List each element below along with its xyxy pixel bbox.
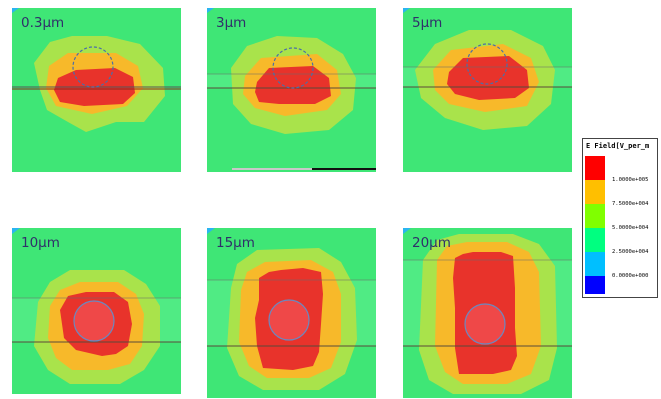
legend-value: 7.5000e+004 [612,201,649,207]
panel-label: 3μm [216,15,247,31]
field-plot [12,8,181,172]
legend-value: 0.0000e+000 [612,273,649,279]
legend-value: 1.0000e+005 [612,177,649,183]
legend-swatch-cyan [585,252,605,276]
legend-title: E Field[V_per_m [586,142,650,150]
panel-15um: 15μm [207,228,376,398]
panel-0-3um: 0.3μm [12,8,181,172]
panel-3um: 3μm [207,8,376,172]
panel-label: 20μm [412,235,451,251]
legend-swatch-red [585,156,605,180]
legend-value: 2.5000e+004 [612,249,649,255]
panel-20um: 20μm [403,228,572,398]
legend-swatch-blue [585,276,605,294]
scale-bar-light [232,168,312,170]
legend-value: 5.0000e+004 [612,225,649,231]
field-plot [207,228,376,398]
panel-10um: 10μm [12,228,181,394]
scale-bar [312,168,376,170]
panel-label: 5μm [412,15,443,31]
panel-label: 15μm [216,235,255,251]
panel-label: 10μm [21,235,60,251]
panel-label: 0.3μm [21,15,65,31]
field-plot [207,8,376,172]
legend-swatch-yellow-green [585,204,605,228]
legend-swatch-orange [585,180,605,204]
field-plot [403,8,572,172]
color-legend: E Field[V_per_m 1.0000e+005 7.5000e+004 … [582,138,658,298]
field-plot [403,228,572,398]
field-plot [12,228,181,394]
panel-5um: 5μm [403,8,572,172]
legend-swatch-green [585,228,605,252]
